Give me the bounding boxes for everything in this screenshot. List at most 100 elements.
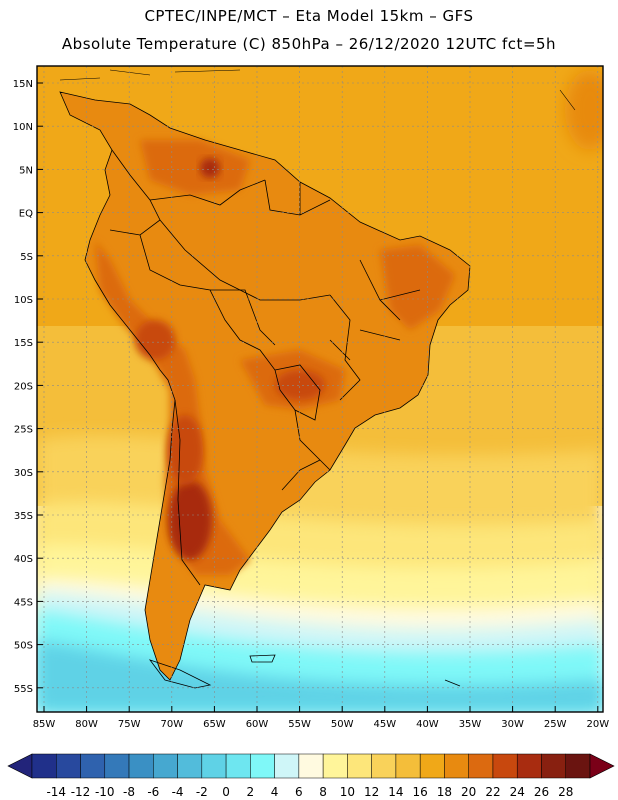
colorbar-swatch bbox=[225, 753, 251, 779]
lon-tick-label: 40W bbox=[416, 719, 439, 730]
colorbar-swatch bbox=[298, 753, 324, 779]
colorbar-swatch bbox=[492, 753, 518, 779]
colorbar-label: -6 bbox=[147, 785, 159, 799]
colorbar-swatch bbox=[31, 753, 57, 779]
lat-tick-label: 15S bbox=[14, 338, 33, 349]
lon-tick-label: 20W bbox=[586, 719, 609, 730]
lon-tick-label: 75W bbox=[118, 719, 141, 730]
colorbar-swatch bbox=[177, 753, 203, 779]
colorbar-swatch bbox=[201, 753, 227, 779]
colorbar-swatch bbox=[322, 753, 348, 779]
lat-tick-label: 35S bbox=[14, 511, 33, 522]
border-colombia bbox=[109, 149, 161, 236]
colorbar-label: 12 bbox=[364, 785, 379, 799]
colorbar-swatch bbox=[419, 753, 445, 779]
colorbar-label: 24 bbox=[510, 785, 525, 799]
map-frame bbox=[36, 65, 604, 713]
border-paraguay bbox=[274, 364, 321, 421]
lon-tick-label: 45W bbox=[373, 719, 396, 730]
colorbar-label: -2 bbox=[196, 785, 208, 799]
lat-tick-label: 40S bbox=[14, 554, 33, 565]
colorbar-swatch bbox=[153, 753, 178, 779]
colorbar-label: 10 bbox=[340, 785, 355, 799]
lat-tick-label: 5S bbox=[20, 252, 33, 263]
northeast-hot-zone bbox=[380, 245, 455, 330]
chaco-hottest bbox=[167, 415, 203, 485]
colorbar-swatch bbox=[128, 753, 154, 779]
colorbar-label: 22 bbox=[485, 785, 500, 799]
south-georgia bbox=[444, 679, 461, 687]
ocean-band-cold-3 bbox=[37, 640, 603, 712]
lon-tick-label: 85W bbox=[33, 719, 56, 730]
colorbar-label: -10 bbox=[95, 785, 115, 799]
longitude-axis: 85W 80W 75W 70W 65W 60W 55W 50W 45W 40W 35W 30W 25W 2… bbox=[33, 706, 609, 730]
lon-tick-label: 50W bbox=[331, 719, 354, 730]
map-field bbox=[37, 66, 603, 712]
northern-hot-zone bbox=[140, 140, 250, 195]
coastline bbox=[59, 91, 471, 681]
colorbar-swatch bbox=[250, 753, 275, 779]
border-brazil-states bbox=[329, 259, 421, 361]
lon-tick-label: 55W bbox=[288, 719, 311, 730]
colorbar: -14 -12 -10 -8 -6 -4 -2 0 2 4 6 8 10 12 14 16 18 20 22 24 26… bbox=[7, 753, 615, 799]
colorbar-high-arrow bbox=[589, 753, 615, 779]
border-uruguay bbox=[281, 459, 321, 491]
colorbar-label: -4 bbox=[172, 785, 184, 799]
lat-tick-label: 25S bbox=[14, 425, 33, 436]
ocean-warm-patch bbox=[565, 70, 603, 150]
lon-tick-label: 30W bbox=[501, 719, 524, 730]
border-chile-argentina bbox=[174, 399, 201, 586]
caribbean-islands bbox=[59, 69, 576, 111]
colorbar-label: 4 bbox=[271, 785, 279, 799]
lon-tick-label: 35W bbox=[459, 719, 482, 730]
border-guianas bbox=[264, 179, 331, 216]
colorbar-swatch bbox=[516, 753, 542, 779]
lat-tick-label: 55S bbox=[14, 684, 33, 695]
falkland-islands bbox=[249, 654, 276, 663]
colorbar-label: 6 bbox=[295, 785, 303, 799]
political-borders bbox=[59, 91, 471, 681]
lon-tick-label: 80W bbox=[75, 719, 98, 730]
colorbar-label: 28 bbox=[558, 785, 573, 799]
colorbar-swatch bbox=[104, 753, 130, 779]
peru-hottest bbox=[135, 320, 175, 360]
colorbar-swatch bbox=[274, 753, 300, 779]
lon-tick-label: 65W bbox=[203, 719, 226, 730]
colorbar-swatch bbox=[56, 753, 81, 779]
venezuela-hottest bbox=[200, 158, 220, 178]
colorbar-low-arrow bbox=[7, 753, 33, 779]
border-bolivia bbox=[210, 289, 276, 346]
colorbar-label: 0 bbox=[222, 785, 230, 799]
tierra-del-fuego bbox=[148, 659, 212, 689]
border-venezuela bbox=[149, 179, 266, 206]
lat-tick-label: EQ bbox=[19, 209, 33, 220]
colorbar-label: 16 bbox=[413, 785, 428, 799]
colorbar-swatch bbox=[347, 753, 372, 779]
colorbar-label: 26 bbox=[534, 785, 549, 799]
border-argentina-brazil bbox=[294, 409, 331, 471]
colorbar-label: -14 bbox=[46, 785, 66, 799]
graticule bbox=[37, 66, 603, 712]
lat-tick-label: 10S bbox=[14, 295, 33, 306]
andes-hot-zone bbox=[95, 240, 250, 575]
colorbar-swatch bbox=[565, 753, 591, 779]
colorbar-label: 2 bbox=[247, 785, 255, 799]
colorbar-swatch bbox=[80, 753, 106, 779]
border-peru-bolivia bbox=[139, 234, 281, 391]
colorbar-label: 14 bbox=[388, 785, 403, 799]
title-line-1: CPTEC/INPE/MCT – Eta Model 15km – GFS bbox=[144, 7, 474, 25]
colorbar-swatch bbox=[444, 753, 469, 779]
colorbar-swatch bbox=[541, 753, 566, 779]
lat-tick-label: 45S bbox=[14, 597, 33, 608]
lat-tick-label: 30S bbox=[14, 468, 33, 479]
title-line-2: Absolute Temperature (C) 850hPa – 26/12/… bbox=[61, 35, 557, 53]
colorbar-label: -8 bbox=[123, 785, 135, 799]
lon-tick-label: 25W bbox=[544, 719, 567, 730]
lat-tick-label: 15N bbox=[13, 79, 33, 90]
colorbar-swatch bbox=[468, 753, 494, 779]
colorbar-label: 20 bbox=[461, 785, 476, 799]
colorbar-label: 8 bbox=[319, 785, 327, 799]
argentina-hottest bbox=[168, 480, 212, 560]
colorbar-label: 18 bbox=[437, 785, 452, 799]
